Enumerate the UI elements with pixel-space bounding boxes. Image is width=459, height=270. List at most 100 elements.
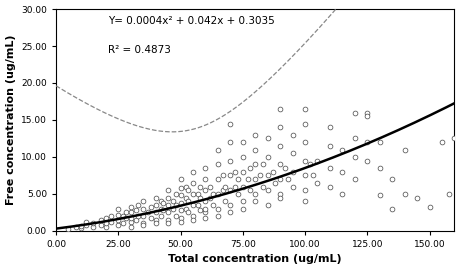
- Point: [234, 192, 241, 196]
- Point: [276, 107, 283, 111]
- Point: [246, 166, 253, 170]
- Point: [239, 199, 246, 204]
- Point: [281, 166, 288, 170]
- Point: [308, 173, 315, 178]
- Point: [301, 140, 308, 144]
- Point: [176, 220, 184, 224]
- Point: [169, 207, 176, 211]
- Point: [239, 140, 246, 144]
- Point: [313, 181, 320, 185]
- Point: [350, 155, 358, 159]
- Point: [157, 214, 164, 218]
- Point: [127, 205, 134, 209]
- Point: [234, 177, 241, 181]
- Point: [244, 177, 251, 181]
- Point: [276, 162, 283, 167]
- Point: [172, 214, 179, 218]
- Point: [221, 184, 229, 189]
- Point: [97, 218, 104, 222]
- Point: [325, 184, 333, 189]
- Point: [169, 199, 176, 204]
- Point: [164, 203, 171, 207]
- Point: [194, 203, 201, 207]
- Point: [388, 177, 395, 181]
- Point: [127, 215, 134, 220]
- Point: [251, 133, 258, 137]
- Point: [450, 136, 457, 141]
- Point: [202, 177, 209, 181]
- Point: [251, 162, 258, 167]
- Point: [159, 208, 167, 212]
- Point: [445, 192, 452, 196]
- Point: [276, 192, 283, 196]
- Point: [194, 192, 201, 196]
- Point: [181, 207, 189, 211]
- Point: [363, 114, 370, 119]
- Point: [251, 192, 258, 196]
- Point: [172, 203, 179, 207]
- Point: [202, 166, 209, 170]
- Point: [283, 177, 291, 181]
- X-axis label: Total concentration (ug/mL): Total concentration (ug/mL): [168, 254, 341, 264]
- Point: [276, 144, 283, 148]
- Point: [263, 203, 271, 207]
- Point: [338, 192, 345, 196]
- Point: [276, 125, 283, 130]
- Point: [288, 151, 296, 156]
- Point: [114, 212, 122, 217]
- Y-axis label: Free concentration (ug/mL): Free concentration (ug/mL): [6, 35, 16, 205]
- Point: [189, 214, 196, 218]
- Point: [338, 147, 345, 152]
- Point: [375, 193, 383, 198]
- Point: [102, 221, 109, 226]
- Point: [72, 225, 79, 229]
- Point: [263, 155, 271, 159]
- Point: [196, 208, 204, 212]
- Point: [350, 177, 358, 181]
- Point: [239, 184, 246, 189]
- Point: [246, 188, 253, 192]
- Point: [263, 188, 271, 192]
- Point: [239, 155, 246, 159]
- Point: [97, 223, 104, 227]
- Point: [146, 215, 154, 220]
- Point: [301, 107, 308, 111]
- Point: [176, 177, 184, 181]
- Point: [176, 208, 184, 212]
- Point: [90, 225, 97, 229]
- Point: [301, 188, 308, 192]
- Point: [176, 215, 184, 220]
- Point: [132, 218, 139, 222]
- Point: [214, 147, 221, 152]
- Point: [251, 147, 258, 152]
- Point: [184, 199, 191, 204]
- Point: [231, 170, 239, 174]
- Point: [144, 210, 151, 215]
- Point: [226, 210, 234, 215]
- Point: [122, 215, 129, 220]
- Point: [164, 210, 171, 215]
- Point: [325, 166, 333, 170]
- Point: [276, 177, 283, 181]
- Point: [214, 207, 221, 211]
- Point: [425, 205, 432, 209]
- Point: [350, 110, 358, 115]
- Point: [306, 162, 313, 167]
- Point: [139, 207, 146, 211]
- Point: [218, 188, 226, 192]
- Point: [164, 195, 171, 200]
- Point: [134, 203, 141, 207]
- Point: [102, 225, 109, 229]
- Point: [251, 199, 258, 204]
- Text: Y= 0.0004x² + 0.042x + 0.3035: Y= 0.0004x² + 0.042x + 0.3035: [107, 16, 274, 26]
- Point: [251, 177, 258, 181]
- Point: [151, 218, 159, 222]
- Point: [202, 207, 209, 211]
- Point: [218, 173, 226, 178]
- Point: [214, 214, 221, 218]
- Point: [102, 215, 109, 220]
- Point: [239, 170, 246, 174]
- Point: [363, 140, 370, 144]
- Point: [176, 201, 184, 205]
- Point: [226, 203, 234, 207]
